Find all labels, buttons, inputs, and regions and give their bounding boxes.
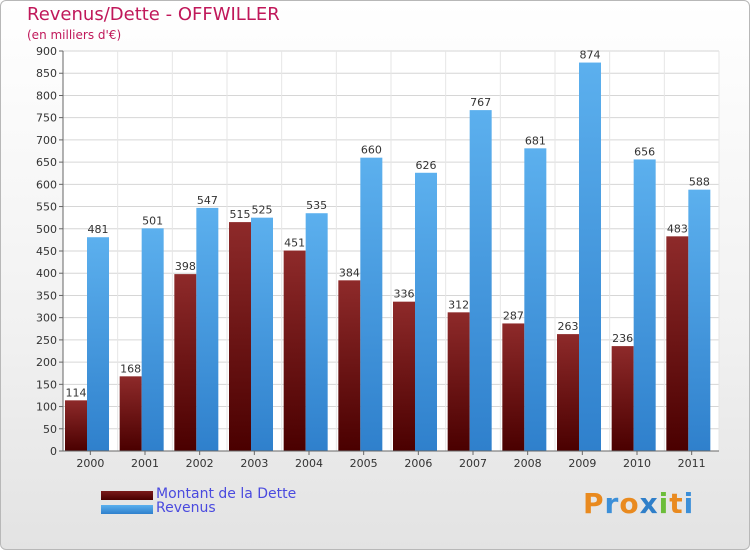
bar-debt [393, 301, 415, 451]
data-label-revenus: 547 [197, 194, 218, 207]
bar-debt [65, 400, 87, 451]
x-tick-label: 2006 [404, 457, 432, 470]
legend-label-debt: Montant de la Dette [156, 486, 297, 502]
data-label-debt: 168 [120, 362, 141, 375]
x-tick-label: 2009 [568, 457, 596, 470]
bar-debt [338, 280, 361, 451]
y-tick-label: 100 [36, 401, 57, 414]
y-tick-label: 550 [36, 201, 57, 214]
x-tick-label: 2011 [678, 457, 706, 470]
data-label-debt: 451 [284, 237, 305, 250]
chart-title: Revenus/Dette - OFFWILLER [27, 4, 280, 25]
x-tick-label: 2004 [295, 457, 323, 470]
y-tick-label: 300 [36, 312, 57, 325]
data-label-revenus: 626 [416, 159, 437, 172]
bar-revenus [196, 207, 219, 451]
bar-debt [557, 334, 579, 451]
y-tick-label: 0 [50, 445, 57, 458]
bar-revenus [469, 110, 492, 451]
bar-debt [174, 274, 197, 451]
y-tick-label: 900 [36, 45, 57, 58]
grid-layer [62, 50, 720, 452]
data-label-debt: 263 [558, 320, 579, 333]
logo-letter: i [658, 487, 670, 520]
data-label-revenus: 767 [470, 96, 491, 109]
bar-debt [611, 346, 634, 451]
bars-layer [65, 62, 711, 452]
x-tick-label: 2003 [240, 457, 268, 470]
y-tick-label: 150 [36, 378, 57, 391]
x-tick-label: 2007 [459, 457, 487, 470]
data-label-revenus: 681 [525, 134, 546, 147]
bar-revenus [688, 189, 711, 451]
data-label-revenus: 481 [88, 223, 109, 236]
x-tick-label: 2002 [186, 457, 214, 470]
logo-letter: x [639, 487, 659, 520]
bar-revenus [633, 159, 656, 451]
data-label-debt: 398 [175, 260, 196, 273]
x-tick-label: 2001 [131, 457, 159, 470]
data-label-debt: 515 [230, 208, 251, 221]
x-tick-label: 2005 [350, 457, 378, 470]
data-label-debt: 336 [394, 288, 415, 301]
bar-debt [119, 376, 142, 451]
bar-revenus [251, 217, 273, 451]
legend-label-revenus: Revenus [156, 500, 216, 516]
data-label-revenus: 588 [689, 176, 710, 189]
y-tick-label: 850 [36, 67, 57, 80]
data-label-revenus: 501 [142, 214, 163, 227]
chart-subtitle: (en milliers d'€) [27, 28, 122, 42]
bar-revenus [579, 62, 601, 452]
data-label-revenus: 874 [580, 49, 601, 62]
data-label-revenus: 660 [361, 144, 382, 157]
data-label-debt: 236 [612, 332, 633, 345]
data-label-revenus: 535 [306, 199, 327, 212]
y-tick-label: 350 [36, 289, 57, 302]
bar-debt [502, 323, 525, 451]
y-tick-label: 50 [43, 423, 57, 436]
y-tick-label: 650 [36, 156, 57, 169]
bar-revenus [305, 213, 328, 451]
bar-debt [666, 236, 689, 451]
x-tick-label: 2010 [623, 457, 651, 470]
x-tick-label: 2008 [514, 457, 542, 470]
proxiti-logo: Proxiti [583, 487, 694, 520]
bar-revenus [141, 228, 164, 451]
y-tick-label: 750 [36, 112, 57, 125]
y-tick-label: 600 [36, 178, 57, 191]
bar-debt [447, 312, 470, 451]
data-label-revenus: 525 [252, 204, 273, 217]
data-label-revenus: 656 [634, 145, 655, 158]
y-tick-label: 250 [36, 334, 57, 347]
bar-revenus [524, 148, 547, 452]
axis-layer [59, 50, 719, 455]
logo-letter: i [683, 487, 695, 520]
y-tick-label: 400 [36, 267, 57, 280]
y-tick-label: 800 [36, 89, 57, 102]
logo-letter: t [669, 487, 684, 520]
bar-revenus [360, 157, 383, 451]
bar-debt [229, 222, 251, 451]
data-label-debt: 287 [503, 309, 524, 322]
labels-layer: 0 50 100 150 200 250 300 350 400 450 500 550 600 650 7… [36, 45, 710, 470]
legend-swatch-revenus [101, 505, 153, 514]
y-tick-label: 450 [36, 245, 57, 258]
logo-letter: r [604, 487, 620, 520]
bar-revenus [87, 237, 109, 451]
y-tick-label: 200 [36, 356, 57, 369]
y-tick-label: 500 [36, 223, 57, 236]
x-tick-label: 2000 [76, 457, 104, 470]
logo-letter: o [619, 487, 640, 520]
data-label-debt: 312 [448, 298, 469, 311]
data-label-debt: 384 [339, 266, 360, 279]
data-label-debt: 483 [667, 222, 688, 235]
legend-swatch-debt [101, 491, 153, 500]
logo-letter: P [583, 487, 605, 520]
y-tick-label: 700 [36, 134, 57, 147]
bar-debt [283, 250, 306, 451]
bar-revenus [415, 172, 437, 451]
data-label-debt: 114 [66, 386, 87, 399]
